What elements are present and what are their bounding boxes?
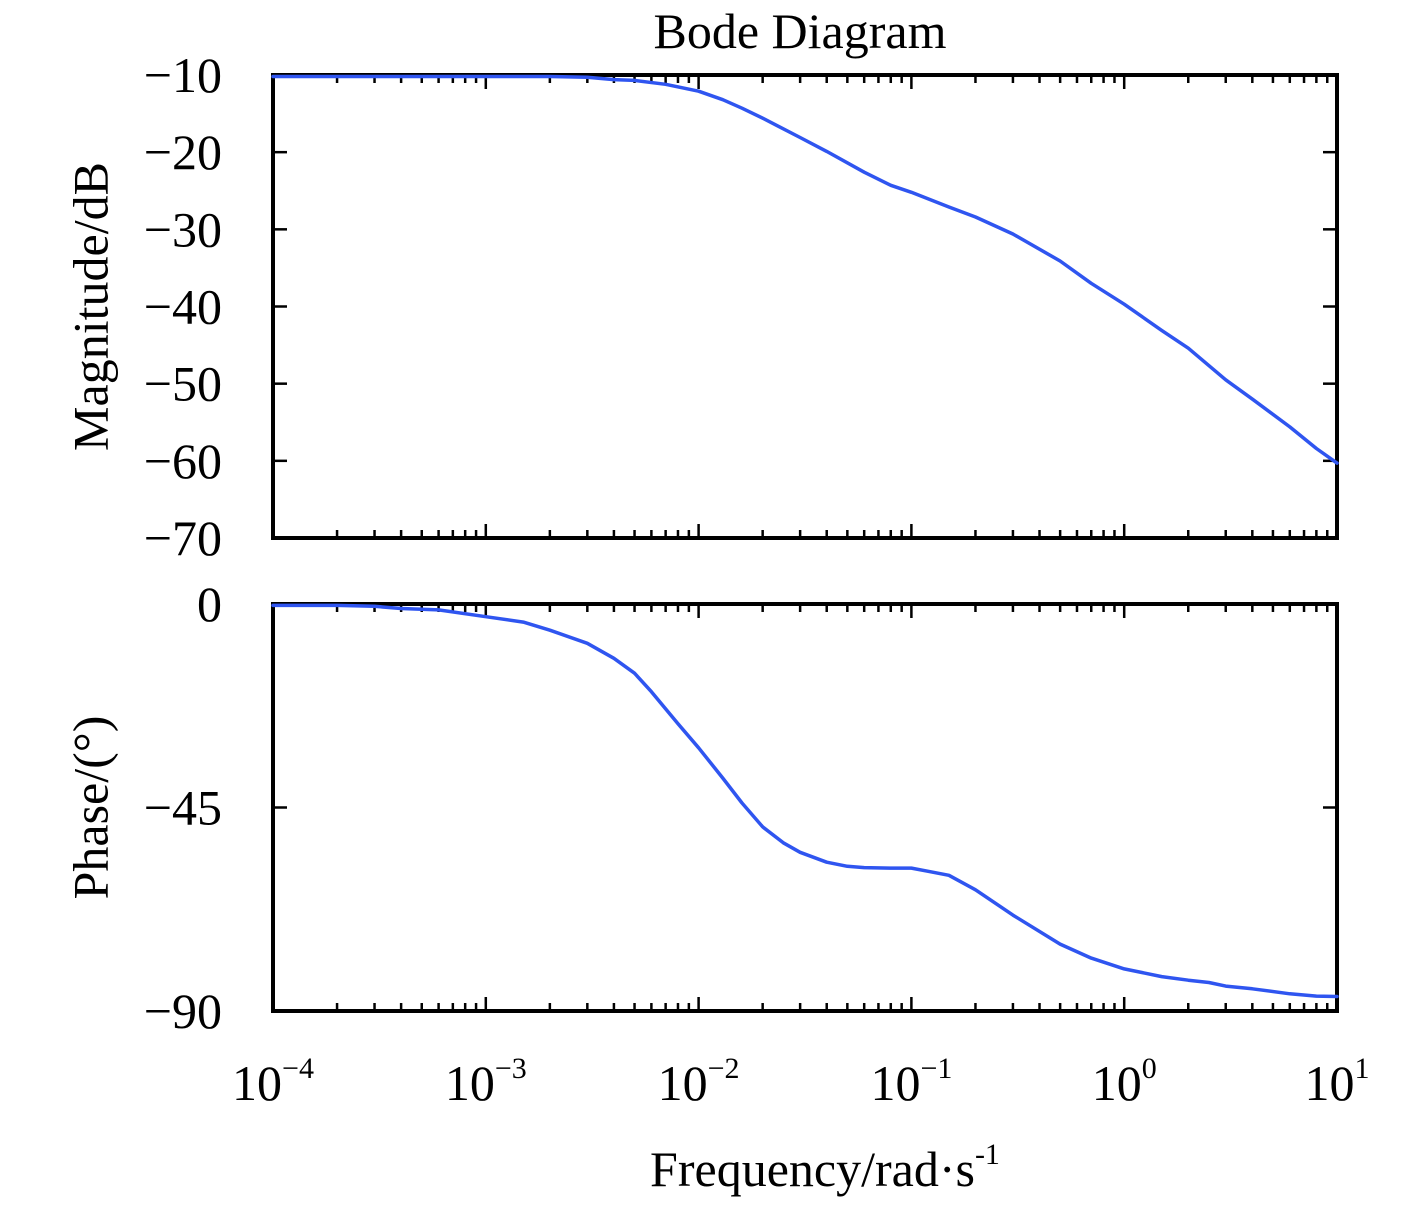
frequency-tick-exponent: 1	[1355, 1052, 1370, 1085]
phase-y-tick-labels: 0 −45 −90	[144, 576, 222, 1039]
frequency-tick-base: 10	[1092, 1055, 1142, 1111]
frequency-tick-labels: 10−4 10−3 10−2 10−1 100 101	[232, 1052, 1369, 1111]
frequency-tick-label: 10−1	[870, 1052, 952, 1111]
frequency-axis-label-exponent: -1	[975, 1138, 1000, 1171]
magnitude-y-tick-label: −10	[144, 47, 222, 103]
magnitude-axis-label: Magnitude/dB	[63, 162, 119, 451]
magnitude-y-tick-label: −20	[144, 124, 222, 180]
frequency-tick-label: 10−4	[232, 1052, 314, 1111]
phase-y-tick-label: 0	[197, 576, 222, 632]
frequency-tick-label: 10−3	[445, 1052, 527, 1111]
frequency-tick-exponent: 0	[1142, 1052, 1157, 1085]
magnitude-y-tick-labels: −10 −20 −30 −40 −50 −60 −70	[144, 47, 222, 566]
frequency-tick-base: 10	[1305, 1055, 1355, 1111]
phase-y-tick-label: −45	[144, 780, 222, 836]
magnitude-y-tick-label: −70	[144, 510, 222, 566]
frequency-tick-label: 10−2	[658, 1052, 740, 1111]
magnitude-y-tick-label: −60	[144, 433, 222, 489]
magnitude-y-tick-label: −40	[144, 279, 222, 335]
frequency-tick-exponent: −1	[920, 1052, 952, 1085]
phase-curve	[271, 603, 1339, 999]
magnitude-curve	[271, 74, 1339, 465]
frequency-axis-label: Frequency/rad·s-1	[650, 1138, 1000, 1197]
frequency-axis-label-text: Frequency/rad·s	[650, 1141, 975, 1197]
magnitude-plot-frame	[271, 73, 1339, 540]
frequency-tick-exponent: −3	[495, 1052, 527, 1085]
magnitude-y-tick-label: −30	[144, 201, 222, 257]
phase-axis-ticks	[271, 602, 1339, 1013]
frequency-tick-base: 10	[870, 1055, 920, 1111]
phase-y-tick-label: −90	[144, 983, 222, 1039]
magnitude-y-tick-label: −50	[144, 356, 222, 412]
chart-title: Bode Diagram	[654, 3, 947, 59]
frequency-tick-exponent: −2	[708, 1052, 740, 1085]
phase-axis-label: Phase/(°)	[63, 716, 119, 900]
frequency-tick-base: 10	[445, 1055, 495, 1111]
frequency-tick-label: 100	[1092, 1052, 1157, 1111]
frequency-tick-base: 10	[232, 1055, 282, 1111]
frequency-tick-base: 10	[658, 1055, 708, 1111]
frequency-tick-exponent: −4	[282, 1052, 314, 1085]
frequency-tick-label: 101	[1305, 1052, 1370, 1111]
magnitude-axis-ticks	[271, 73, 1339, 540]
phase-plot-frame	[271, 602, 1339, 1013]
